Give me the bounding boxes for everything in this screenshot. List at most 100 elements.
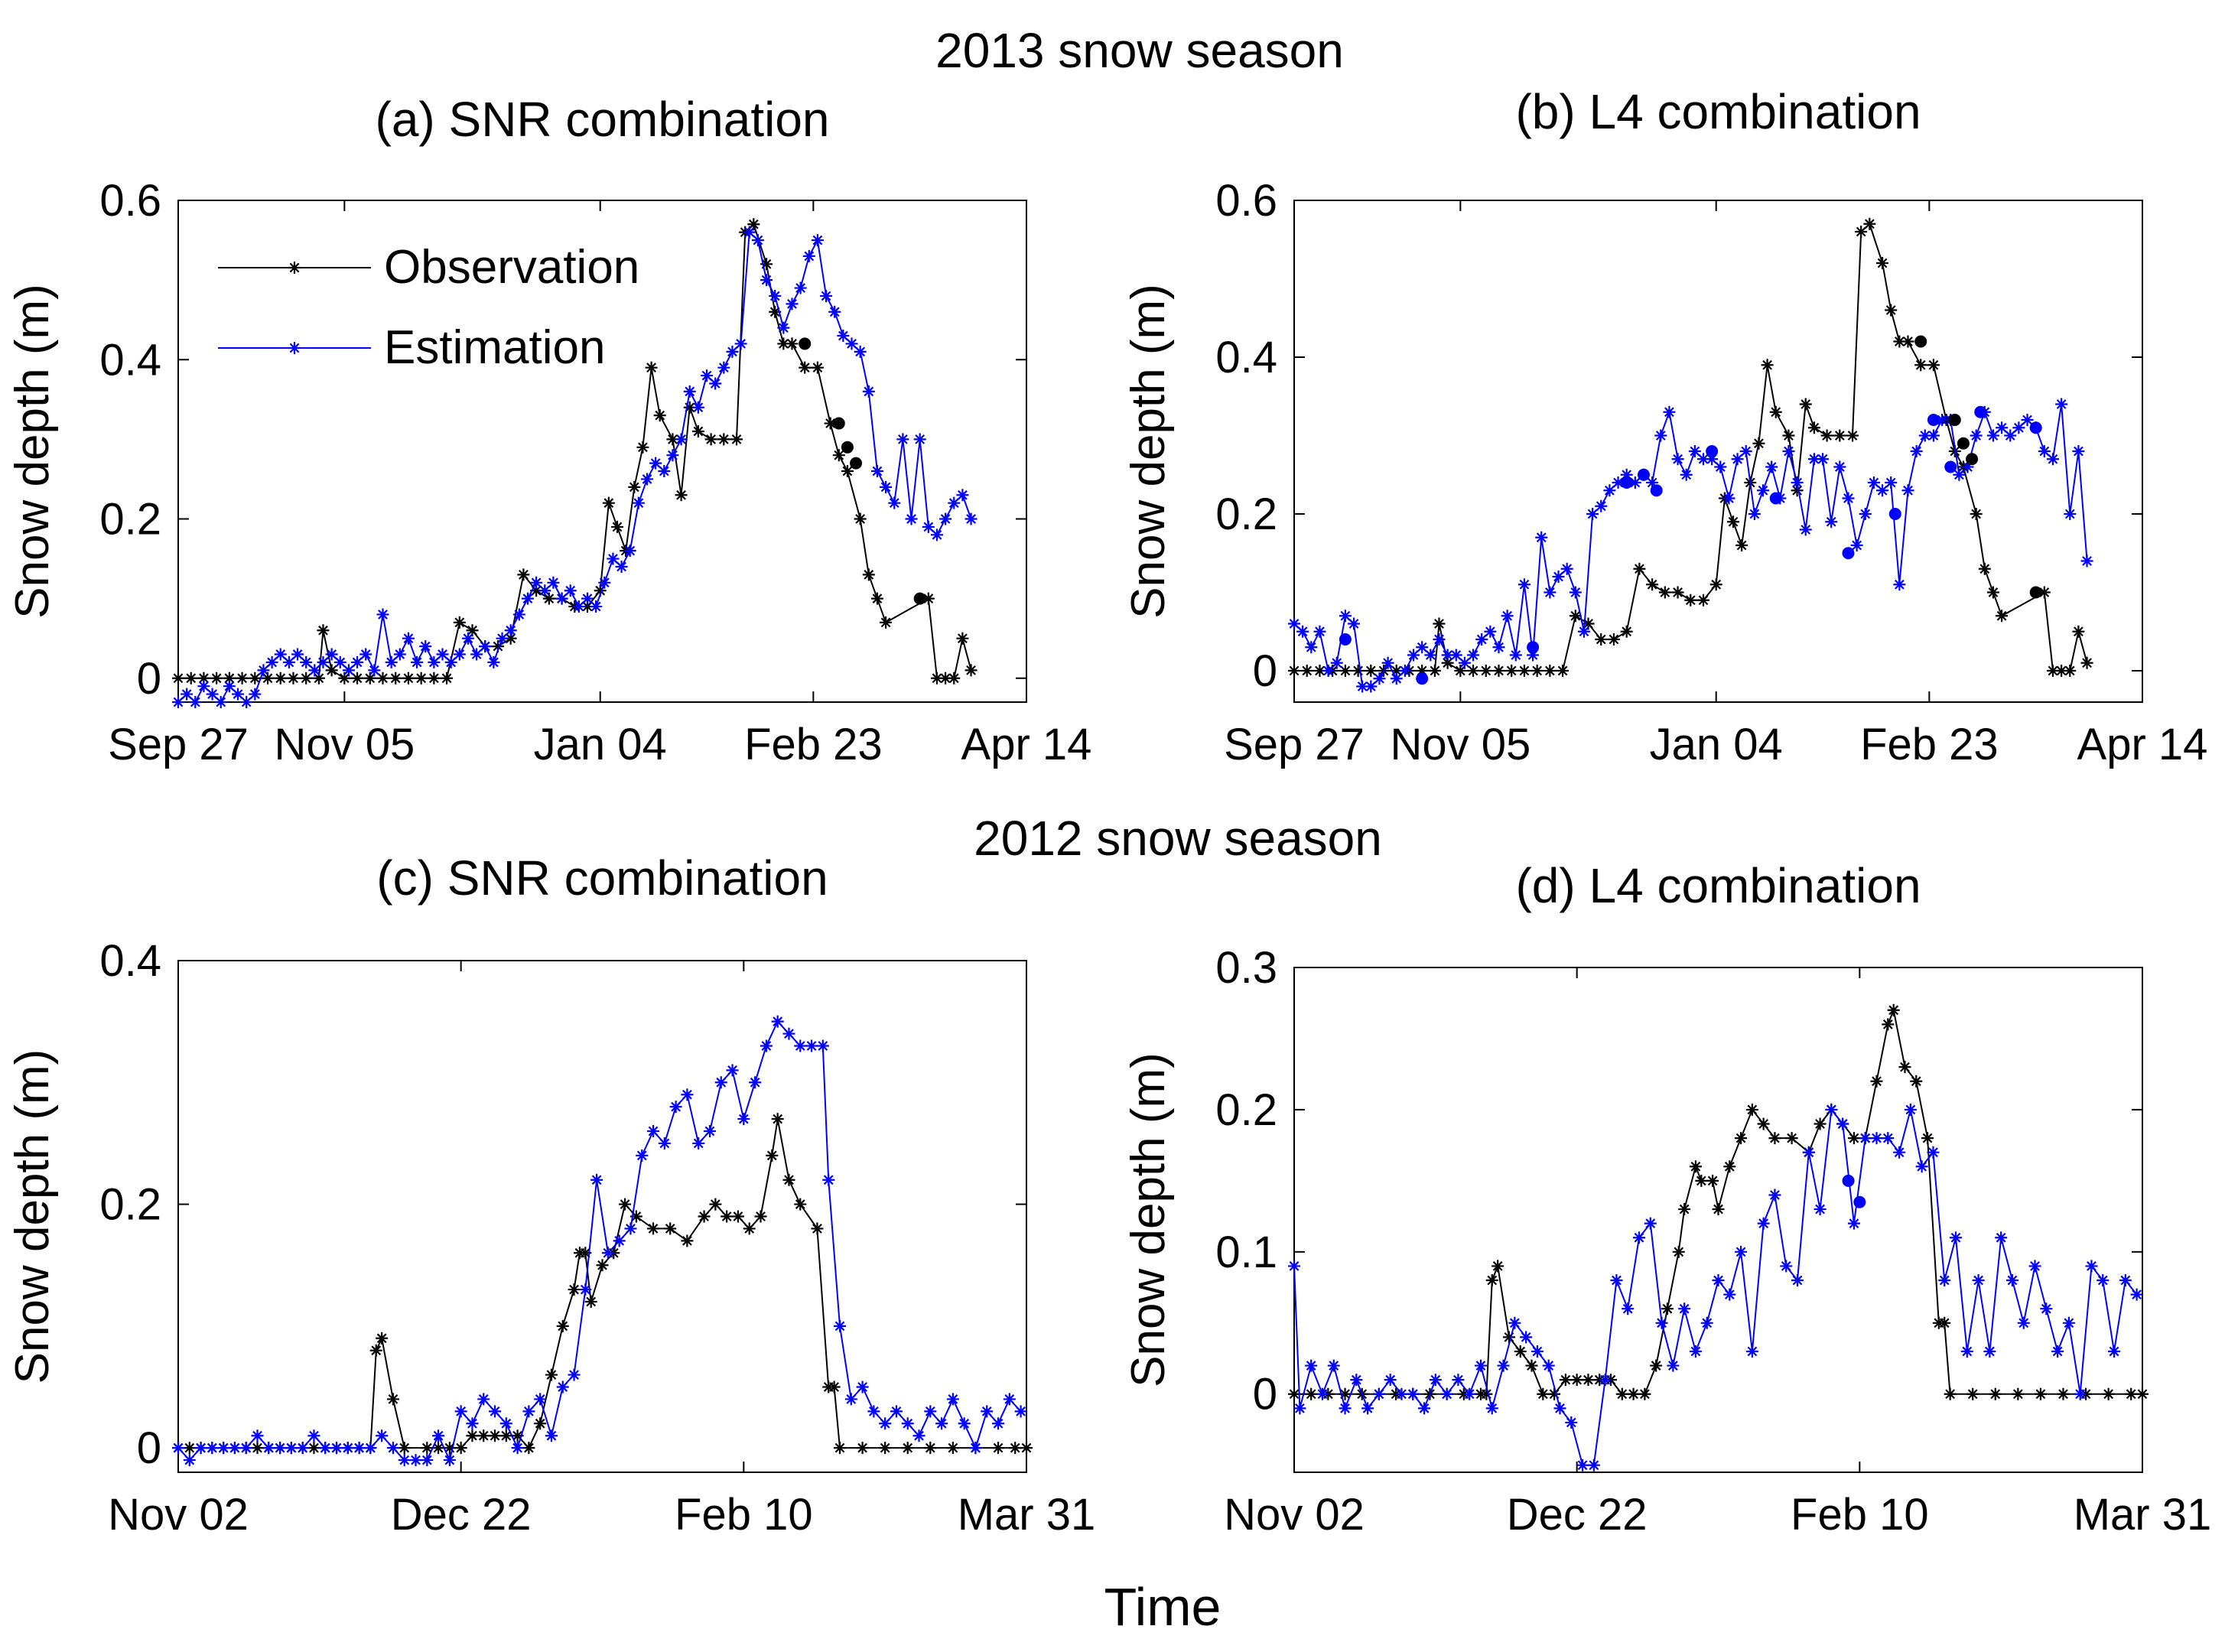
observation-point (1300, 665, 1313, 677)
observation-point (611, 520, 624, 533)
estimation-point (939, 512, 952, 525)
estimation-point (307, 1429, 320, 1442)
observation-dot (850, 457, 863, 470)
estimation-point (1765, 460, 1778, 473)
estimation-point (479, 640, 492, 653)
estimation-point (623, 545, 636, 558)
estimation-point (282, 655, 295, 668)
estimation-point (1654, 429, 1667, 442)
estimation-point (2005, 1274, 2018, 1287)
observation-point (197, 672, 210, 685)
estimation-point (1938, 1274, 1951, 1287)
observation-point (1761, 359, 1774, 372)
observation-point (545, 1368, 558, 1381)
observation-point (236, 672, 249, 685)
estimation-point (1293, 1402, 1306, 1415)
estimation-point (647, 1125, 660, 1137)
estimation-point (239, 1442, 252, 1455)
estimation-point (913, 433, 926, 446)
estimation-point (1595, 499, 1608, 512)
axes-frame (177, 960, 1027, 1473)
observation-point (653, 409, 666, 422)
observation-point (619, 1198, 632, 1211)
estimation-point (709, 377, 722, 390)
observation-point (376, 672, 389, 685)
observation-dot (913, 592, 926, 605)
observation-point (1735, 1132, 1748, 1145)
observation-point (1696, 593, 1709, 606)
estimation-point (805, 1039, 818, 1052)
observation-point (1416, 665, 1429, 677)
observation-point (534, 1417, 547, 1430)
estimation-point (816, 1039, 829, 1052)
y-tick-label: 0 (137, 1423, 161, 1473)
estimation-point (2072, 445, 2085, 457)
estimation-point (1927, 429, 1940, 442)
observation-point (1433, 617, 1446, 630)
estimation-point (206, 688, 219, 701)
observation-point (511, 1429, 524, 1442)
estimation-point (771, 1015, 784, 1028)
observation-point (841, 465, 854, 478)
estimation-point (1586, 508, 1599, 520)
observation-point (1814, 1117, 1827, 1130)
estimation-point (342, 664, 355, 677)
estimation-dot (1944, 460, 1957, 473)
observation-point (811, 1222, 824, 1235)
observation-point (2046, 665, 2059, 677)
estimation-point (1970, 429, 1983, 442)
x-tick-label: Nov 05 (274, 720, 415, 769)
estimation-point (1876, 484, 1889, 497)
estimation-point (901, 1417, 914, 1430)
observation-point (2136, 1387, 2149, 1400)
observation-point (811, 361, 824, 374)
estimation-point (1678, 1302, 1691, 1315)
estimation-point (419, 640, 432, 653)
estimation-point (1850, 539, 1863, 551)
estimation-point (572, 600, 585, 613)
estimation-point (364, 1442, 377, 1455)
estimation-point (1508, 1316, 1521, 1329)
observation-point (786, 337, 799, 350)
estimation-point (504, 624, 517, 637)
estimation-point (376, 608, 389, 621)
observation-line (1294, 223, 2088, 672)
estimation-point (1463, 1387, 1476, 1400)
observation-point (262, 672, 275, 685)
estimation-point (555, 592, 568, 605)
observation-point (794, 1198, 807, 1211)
observation-point (645, 361, 658, 374)
estimation-point (777, 321, 790, 334)
observation-point (477, 1429, 490, 1442)
observation-point (1695, 1174, 1708, 1187)
legend-observation-marker (218, 262, 371, 274)
observation-point (2102, 1387, 2115, 1400)
observation-point (2034, 1387, 2047, 1400)
estimation-point (1440, 1387, 1453, 1400)
estimation-point (1644, 1217, 1657, 1230)
observation-point (312, 672, 325, 685)
estimation-point (1859, 1132, 1872, 1145)
estimation-point (1995, 1231, 2008, 1244)
estimation-point (834, 1319, 847, 1332)
estimation-point (862, 385, 875, 398)
estimation-point (1531, 1345, 1544, 1358)
estimation-point (1825, 515, 1838, 528)
estimation-point (262, 1442, 275, 1455)
observation-point (1876, 257, 1889, 269)
observation-point (2012, 1387, 2025, 1400)
observation-point (1914, 359, 1927, 372)
observation-point (351, 672, 364, 685)
observation-point (1689, 1160, 1702, 1173)
observation-point (602, 496, 615, 509)
x-tick-label: Feb 23 (1860, 720, 1999, 769)
observation-point (636, 441, 649, 454)
observation-point (1996, 610, 2009, 623)
estimation-point (598, 576, 611, 589)
estimation-point (454, 1405, 467, 1418)
observation-point (1595, 633, 1608, 646)
estimation-dot (1706, 445, 1719, 457)
estimation-point (969, 1442, 982, 1455)
estimation-point (658, 465, 671, 478)
estimation-point (1885, 476, 1898, 489)
